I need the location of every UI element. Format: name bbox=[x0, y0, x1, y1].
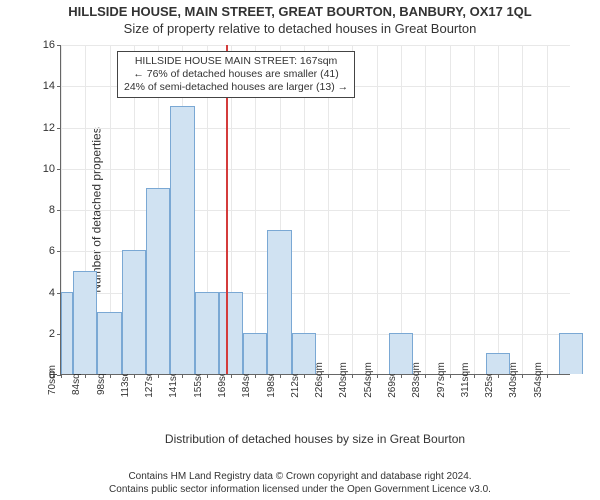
x-tick-mark bbox=[474, 374, 475, 378]
annotation-line-2: ← 76% of detached houses are smaller (41… bbox=[124, 68, 348, 81]
x-tick-mark bbox=[110, 374, 111, 378]
main-title: HILLSIDE HOUSE, MAIN STREET, GREAT BOURT… bbox=[0, 4, 600, 19]
x-tick-mark bbox=[182, 374, 183, 378]
histogram-bar bbox=[219, 292, 243, 375]
x-tick-mark bbox=[401, 374, 402, 378]
x-tick-mark bbox=[158, 374, 159, 378]
histogram-bar bbox=[486, 353, 510, 374]
histogram-bar bbox=[73, 271, 97, 374]
x-tick-mark bbox=[207, 374, 208, 378]
y-tick-label: 2 bbox=[49, 328, 55, 340]
x-axis-label: Distribution of detached houses by size … bbox=[60, 432, 570, 446]
title-block: HILLSIDE HOUSE, MAIN STREET, GREAT BOURT… bbox=[0, 0, 600, 36]
histogram-bar bbox=[292, 333, 316, 374]
x-tick-mark bbox=[134, 374, 135, 378]
x-tick-mark bbox=[547, 374, 548, 378]
footer: Contains HM Land Registry data © Crown c… bbox=[0, 471, 600, 496]
x-tick-mark bbox=[377, 374, 378, 378]
footer-line-2: Contains public sector information licen… bbox=[0, 484, 600, 497]
y-tick-label: 4 bbox=[49, 287, 55, 299]
histogram-bar bbox=[61, 292, 73, 375]
y-tick-label: 10 bbox=[43, 163, 55, 175]
x-tick-mark bbox=[280, 374, 281, 378]
y-tick-label: 8 bbox=[49, 204, 55, 216]
annotation-line-3: 24% of semi-detached houses are larger (… bbox=[124, 81, 348, 94]
chart-area: 024681012141670sqm84sqm98sqm113sqm127sqm… bbox=[60, 45, 570, 375]
plot-area: 024681012141670sqm84sqm98sqm113sqm127sqm… bbox=[60, 45, 570, 375]
footer-line-1: Contains HM Land Registry data © Crown c… bbox=[0, 471, 600, 484]
x-tick-mark bbox=[522, 374, 523, 378]
x-tick-mark bbox=[498, 374, 499, 378]
x-tick-mark bbox=[85, 374, 86, 378]
histogram-bar bbox=[559, 333, 583, 374]
histogram-bar bbox=[267, 230, 291, 374]
y-tick-label: 14 bbox=[43, 80, 55, 92]
annotation-line-1: HILLSIDE HOUSE MAIN STREET: 167sqm bbox=[124, 55, 348, 68]
x-tick-mark bbox=[304, 374, 305, 378]
y-tick-label: 16 bbox=[43, 39, 55, 51]
x-tick-mark bbox=[255, 374, 256, 378]
x-tick-mark bbox=[328, 374, 329, 378]
annotation-box: HILLSIDE HOUSE MAIN STREET: 167sqm ← 76%… bbox=[117, 51, 355, 98]
y-tick-label: 6 bbox=[49, 245, 55, 257]
histogram-bar bbox=[195, 292, 219, 375]
x-tick-mark bbox=[425, 374, 426, 378]
histogram-bar bbox=[146, 188, 170, 374]
x-tick-mark bbox=[61, 374, 62, 378]
x-tick-label: 70sqm bbox=[47, 365, 58, 395]
x-tick-mark bbox=[231, 374, 232, 378]
histogram-bar bbox=[97, 312, 121, 374]
chart-container: HILLSIDE HOUSE, MAIN STREET, GREAT BOURT… bbox=[0, 0, 600, 500]
x-tick-mark bbox=[450, 374, 451, 378]
y-tick-label: 12 bbox=[43, 122, 55, 134]
x-tick-mark bbox=[352, 374, 353, 378]
histogram-bar bbox=[170, 106, 194, 374]
subtitle: Size of property relative to detached ho… bbox=[0, 21, 600, 36]
histogram-bar bbox=[243, 333, 267, 374]
histogram-bar bbox=[122, 250, 146, 374]
histogram-bar bbox=[389, 333, 413, 374]
